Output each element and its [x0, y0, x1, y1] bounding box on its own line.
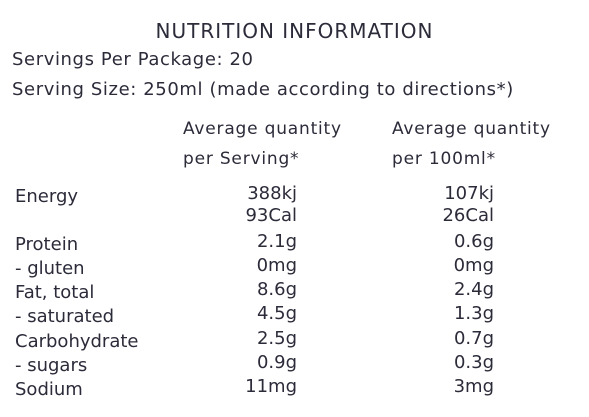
row-value: 0mg [256, 255, 297, 276]
row-value: 1.3g [453, 303, 494, 324]
row-label: Carbohydrate [15, 331, 139, 352]
row-value: 388kj [247, 183, 297, 204]
row-value: 0.7g [453, 328, 494, 349]
column-header: Average quantity [392, 119, 551, 139]
row-label: - saturated [15, 306, 115, 327]
row-label: Sodium [15, 379, 83, 400]
row-value: 0.9g [256, 352, 297, 373]
row-label: Fat, total [15, 282, 95, 303]
serving-size: Serving Size: 250ml (made according to d… [12, 79, 514, 100]
row-value: 4.5g [256, 303, 297, 324]
row-value: 2.4g [453, 279, 494, 300]
row-label: Energy [15, 186, 79, 207]
column-header: per Serving* [183, 149, 300, 169]
row-value: 0.6g [453, 231, 494, 252]
row-value: 107kj [444, 183, 494, 204]
row-label: - gluten [15, 258, 85, 279]
row-value: 93Cal [245, 205, 297, 226]
row-value: 26Cal [442, 205, 494, 226]
servings-per-package: Servings Per Package: 20 [12, 49, 254, 70]
column-header: Average quantity [183, 119, 342, 139]
title: NUTRITION INFORMATION [155, 19, 434, 43]
row-value: 2.1g [256, 231, 297, 252]
row-value: 2.5g [256, 328, 297, 349]
row-label: Protein [15, 234, 79, 255]
row-value: 11mg [245, 376, 297, 397]
row-value: 3mg [453, 376, 494, 397]
row-value: 0.3g [453, 352, 494, 373]
row-value: 8.6g [256, 279, 297, 300]
row-value: 0mg [453, 255, 494, 276]
column-header: per 100ml* [392, 149, 496, 169]
row-label: - sugars [15, 355, 88, 376]
